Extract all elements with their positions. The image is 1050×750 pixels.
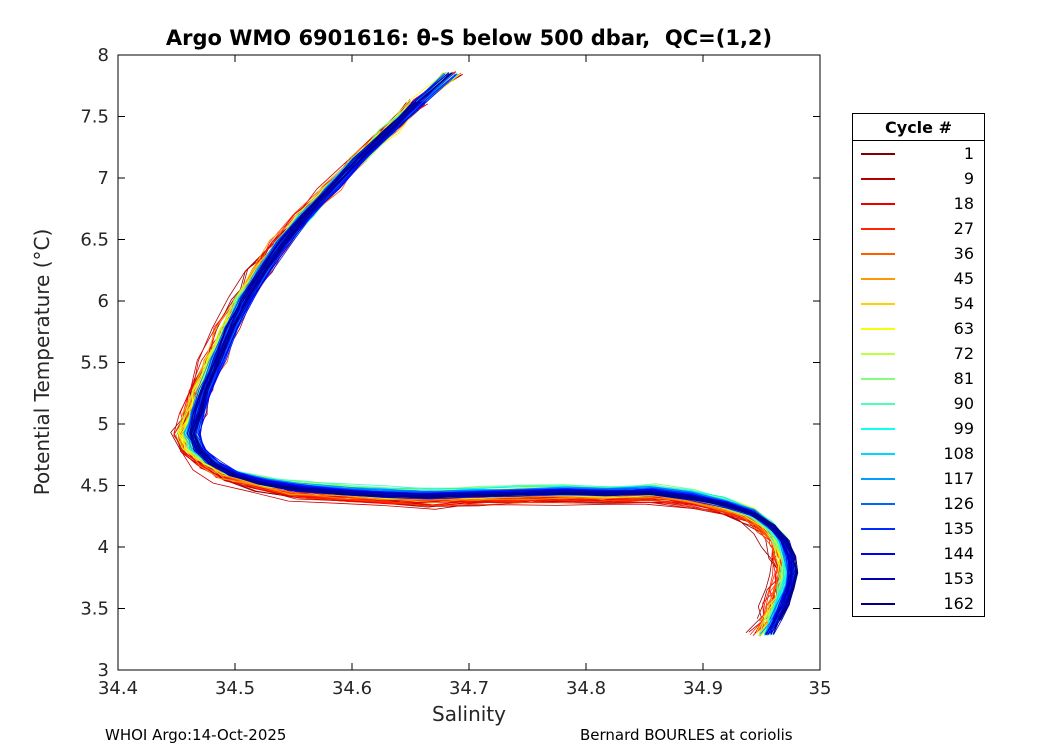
legend-line-sample bbox=[861, 202, 895, 205]
legend-title: Cycle # bbox=[853, 114, 984, 141]
legend-line-sample bbox=[861, 152, 895, 155]
legend-entry-label: 117 bbox=[943, 469, 974, 488]
legend-entry-label: 153 bbox=[943, 569, 974, 588]
legend-line-sample bbox=[861, 177, 895, 180]
legend-entry: 162 bbox=[853, 591, 984, 616]
legend-entry-label: 99 bbox=[953, 419, 974, 438]
legend-entry: 108 bbox=[853, 441, 984, 466]
x-tick-label: 34.4 bbox=[98, 678, 138, 699]
x-tick-label: 34.5 bbox=[215, 678, 255, 699]
x-tick-label: 34.8 bbox=[566, 678, 606, 699]
legend-line-sample bbox=[861, 352, 895, 355]
legend-line-sample bbox=[861, 552, 895, 555]
y-tick-label: 8 bbox=[98, 45, 109, 66]
legend-entry-label: 54 bbox=[953, 294, 974, 313]
legend-entry-label: 36 bbox=[953, 244, 974, 263]
footer-credit-left: WHOI Argo:14-Oct-2025 bbox=[105, 726, 287, 744]
legend-line-sample bbox=[861, 277, 895, 280]
profiles-group bbox=[170, 70, 799, 637]
y-tick-label: 7 bbox=[98, 168, 109, 189]
legend-line-sample bbox=[861, 527, 895, 530]
legend-entry-label: 81 bbox=[953, 369, 974, 388]
legend-line-sample bbox=[861, 602, 895, 605]
x-tick-label: 34.9 bbox=[683, 678, 723, 699]
legend-line-sample bbox=[861, 227, 895, 230]
legend-entry-label: 90 bbox=[953, 394, 974, 413]
x-tick-label: 34.6 bbox=[332, 678, 372, 699]
legend-entry: 117 bbox=[853, 466, 984, 491]
legend-entry: 99 bbox=[853, 416, 984, 441]
legend-entry: 36 bbox=[853, 241, 984, 266]
legend-entry-label: 108 bbox=[943, 444, 974, 463]
profile-line bbox=[189, 101, 796, 621]
legend-entry-label: 9 bbox=[963, 169, 974, 188]
y-tick-label: 5 bbox=[98, 414, 109, 435]
y-tick-label: 3 bbox=[98, 660, 109, 681]
legend-entry: 135 bbox=[853, 516, 984, 541]
y-tick-label: 3.5 bbox=[80, 599, 109, 620]
footer-credit-right: Bernard BOURLES at coriolis bbox=[580, 726, 793, 744]
legend-line-sample bbox=[861, 302, 895, 305]
y-tick-label: 6.5 bbox=[80, 230, 109, 251]
legend-entry: 63 bbox=[853, 316, 984, 341]
legend-line-sample bbox=[861, 427, 895, 430]
y-tick-label: 6 bbox=[98, 291, 109, 312]
legend-rows: 1 9 18 27 36 45 54 63 72 81 90 99 108 117 126 135 144 153… bbox=[853, 141, 984, 616]
legend-line-sample bbox=[861, 327, 895, 330]
legend-entry: 54 bbox=[853, 291, 984, 316]
legend-entry: 72 bbox=[853, 341, 984, 366]
legend-entry: 45 bbox=[853, 266, 984, 291]
y-tick-label: 4 bbox=[98, 537, 109, 558]
legend-entry: 153 bbox=[853, 566, 984, 591]
legend-entry: 81 bbox=[853, 366, 984, 391]
legend-line-sample bbox=[861, 502, 895, 505]
legend-entry: 144 bbox=[853, 541, 984, 566]
x-axis-label: Salinity bbox=[432, 702, 506, 726]
legend-entry: 126 bbox=[853, 491, 984, 516]
y-tick-label: 5.5 bbox=[80, 353, 109, 374]
legend: Cycle # 1 9 18 27 36 45 54 63 72 81 90 99 108 117 126 1… bbox=[852, 113, 985, 617]
y-axis-label: Potential Temperature (°C) bbox=[30, 228, 54, 496]
legend-entry: 18 bbox=[853, 191, 984, 216]
profile-line bbox=[190, 102, 799, 621]
legend-line-sample bbox=[861, 452, 895, 455]
y-tick-label: 7.5 bbox=[80, 107, 109, 128]
profile-line bbox=[192, 101, 790, 620]
legend-entry-label: 126 bbox=[943, 494, 974, 513]
legend-entry-label: 72 bbox=[953, 344, 974, 363]
plot-background bbox=[118, 55, 820, 670]
legend-entry-label: 135 bbox=[943, 519, 974, 538]
profile-line bbox=[192, 101, 799, 635]
legend-line-sample bbox=[861, 377, 895, 380]
legend-entry-label: 162 bbox=[943, 594, 974, 613]
legend-entry: 27 bbox=[853, 216, 984, 241]
legend-entry-label: 63 bbox=[953, 319, 974, 338]
legend-entry-label: 45 bbox=[953, 269, 974, 288]
chart-title: Argo WMO 6901616: θ-S below 500 dbar, QC… bbox=[165, 26, 773, 50]
legend-entry-label: 144 bbox=[943, 544, 974, 563]
y-tick-label: 4.5 bbox=[80, 476, 109, 497]
legend-entry: 1 bbox=[853, 141, 984, 166]
profile-line bbox=[193, 73, 797, 620]
legend-entry-label: 1 bbox=[963, 144, 974, 163]
legend-entry-label: 18 bbox=[953, 194, 974, 213]
legend-entry: 90 bbox=[853, 391, 984, 416]
legend-line-sample bbox=[861, 252, 895, 255]
legend-line-sample bbox=[861, 402, 895, 405]
legend-line-sample bbox=[861, 577, 895, 580]
legend-line-sample bbox=[861, 477, 895, 480]
legend-entry: 9 bbox=[853, 166, 984, 191]
x-tick-label: 35 bbox=[809, 678, 832, 699]
x-tick-label: 34.7 bbox=[449, 678, 489, 699]
legend-entry-label: 27 bbox=[953, 219, 974, 238]
